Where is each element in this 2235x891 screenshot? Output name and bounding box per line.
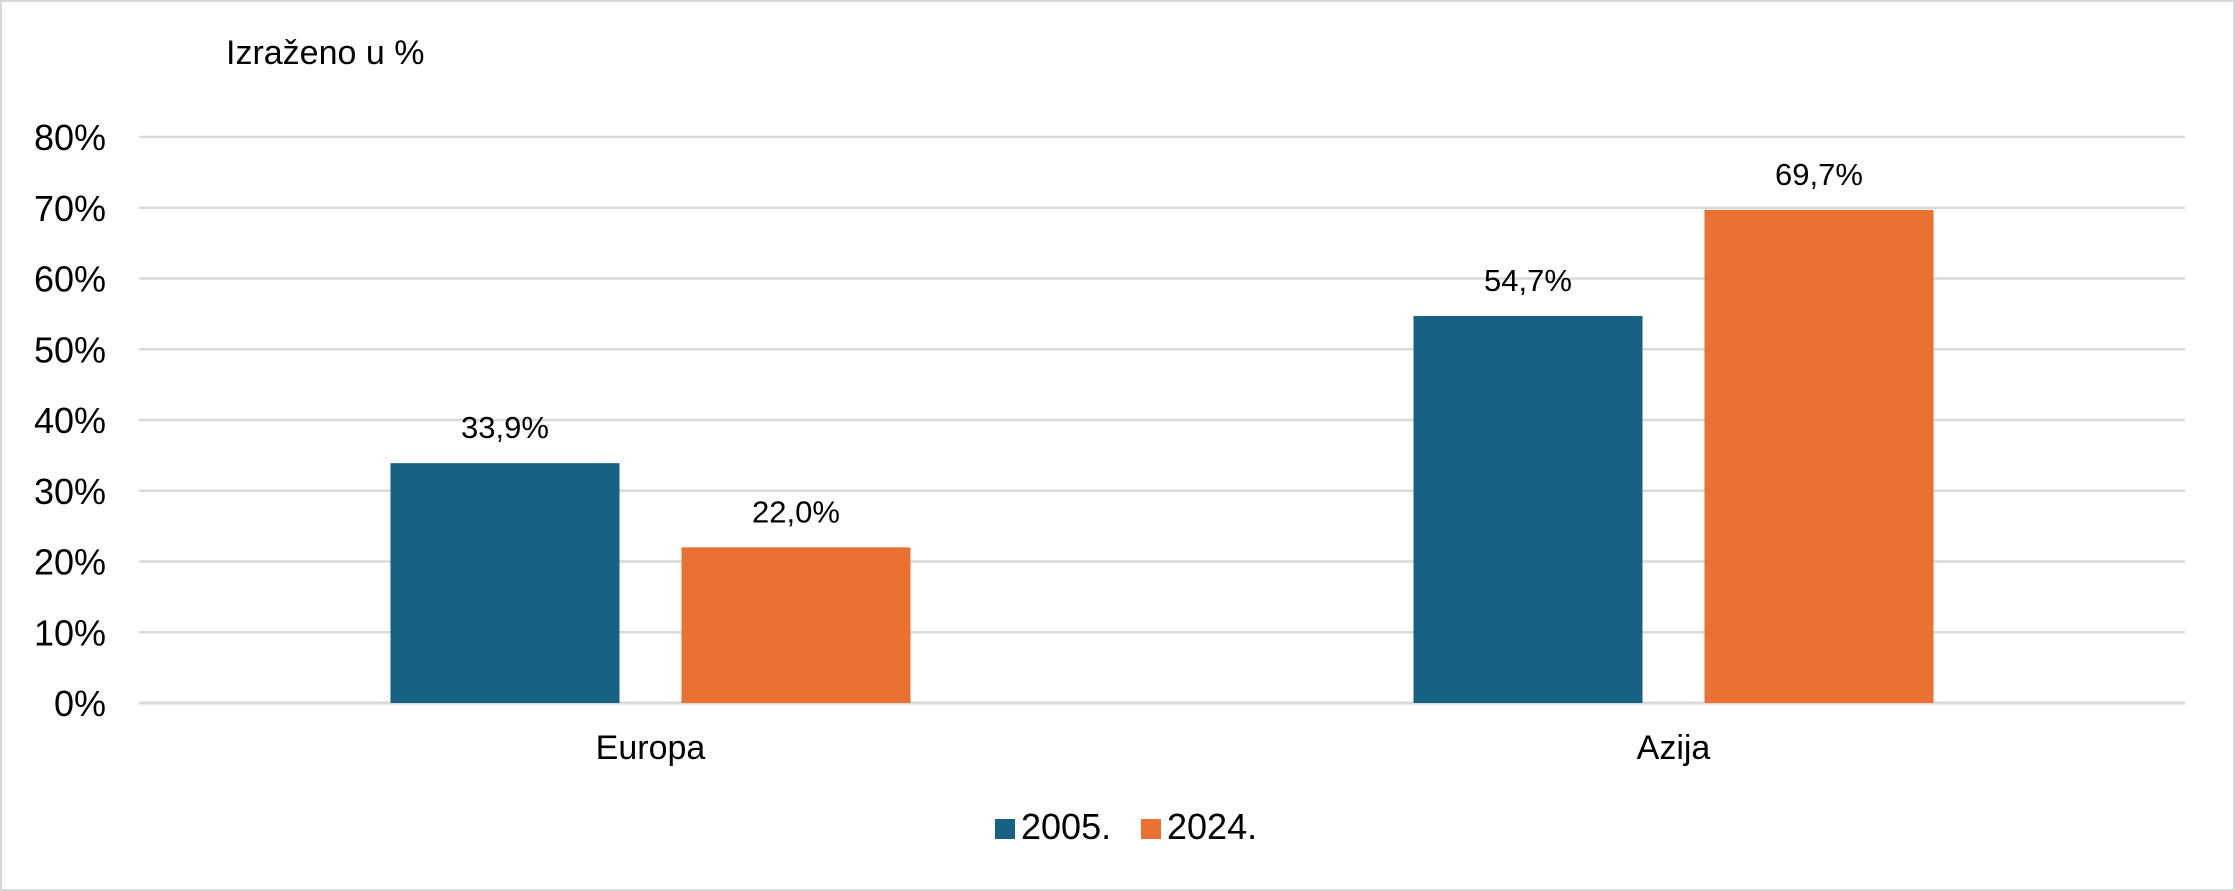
legend-label: 2024.	[1167, 806, 1257, 847]
y-tick-label: 30%	[34, 471, 106, 512]
category-label: Europa	[596, 729, 706, 767]
bars	[390, 209, 1934, 703]
data-labels: 33,9% 22,0% 54,7% 69,7%	[461, 157, 1863, 529]
unit-label: Izraženo u %	[226, 34, 424, 72]
data-label: 33,9%	[461, 410, 549, 445]
legend-label: 2005.	[1021, 806, 1111, 847]
y-tick-label: 60%	[34, 259, 106, 300]
bar-europa-2024	[681, 547, 911, 703]
data-label: 54,7%	[1484, 263, 1572, 298]
legend-swatch	[1141, 819, 1161, 839]
category-label: Azija	[1637, 729, 1711, 767]
y-tick-label: 70%	[34, 188, 106, 229]
legend: 2005. 2024.	[995, 806, 1257, 847]
y-tick-label: 50%	[34, 329, 106, 370]
legend-swatch	[995, 819, 1015, 839]
bar-azija-2005	[1413, 315, 1643, 703]
data-label: 22,0%	[752, 494, 840, 529]
category-labels: Europa Azija	[596, 729, 1711, 767]
y-tick-label: 20%	[34, 542, 106, 583]
data-label: 69,7%	[1775, 157, 1863, 192]
bar-azija-2024	[1704, 209, 1934, 703]
y-tick-label: 80%	[34, 117, 106, 158]
y-tick-label: 10%	[34, 612, 106, 653]
y-tick-label: 0%	[54, 683, 106, 724]
y-axis-ticks: 0% 10% 20% 30% 40% 50% 60% 70% 80%	[34, 117, 106, 724]
y-tick-label: 40%	[34, 400, 106, 441]
bar-europa-2005	[390, 463, 620, 703]
